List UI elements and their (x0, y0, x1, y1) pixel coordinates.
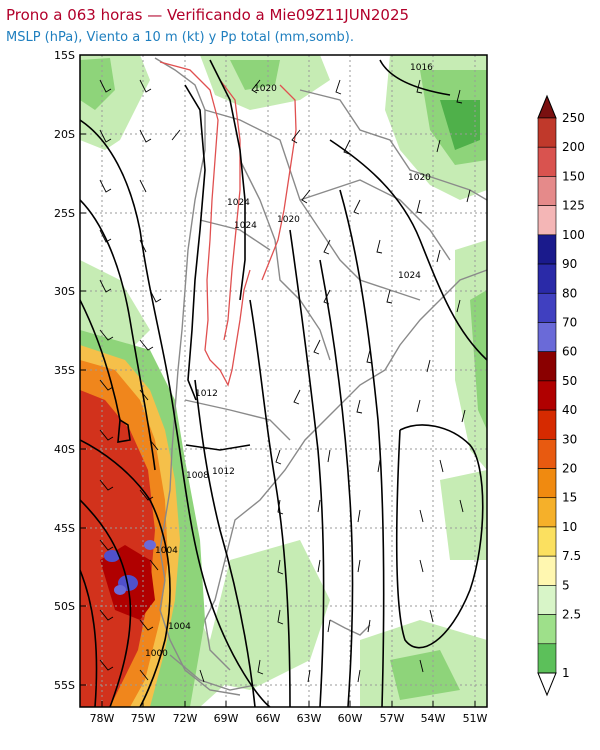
colorbar-swatch (537, 614, 557, 645)
colorbar-swatch (537, 205, 557, 236)
lat-label: 55S (54, 679, 75, 692)
colorbar-swatch (537, 351, 557, 382)
lat-label: 20S (54, 128, 75, 141)
topo-contours (159, 61, 297, 387)
map-subtitle: MSLP (hPa), Viento a 10 m (kt) y Pp tota… (6, 30, 354, 45)
lon-label: 60W (338, 712, 363, 725)
isobar-labels: 1016 1020 1020 1024 1024 1024 1020 1012 … (145, 63, 433, 659)
colorbar-swatch (537, 117, 557, 148)
colorbar-label: 250 (562, 111, 585, 125)
colorbar-label: 150 (562, 169, 585, 183)
colorbar-label: 100 (562, 228, 585, 242)
colorbar-label: 125 (562, 199, 585, 213)
isobar-label: 1012 (212, 467, 235, 477)
isobar-label: 1004 (155, 546, 178, 556)
lat-label: 40S (54, 443, 75, 456)
map-plot-area: 1016 1020 1020 1024 1024 1024 1020 1012 … (80, 55, 487, 707)
isobar-label: 1000 (145, 649, 168, 659)
colorbar-label: 15 (562, 491, 577, 505)
colorbar-swatch (537, 176, 557, 206)
colorbar-label: 90 (562, 257, 577, 271)
lon-label: 66W (256, 712, 281, 725)
isobar-label: 1024 (234, 221, 257, 231)
lon-label: 69W (214, 712, 239, 725)
colorbar-swatch (537, 234, 557, 265)
isobar-label: 1020 (277, 215, 300, 225)
colorbar-label: 7.5 (562, 549, 581, 563)
lat-axis: 15S 20S 25S 30S 35S 40S 45S 50S 55S (54, 49, 86, 692)
isobar-label: 1020 (254, 84, 277, 94)
colorbar-label: 50 (562, 374, 577, 388)
isobar-label: 1008 (186, 471, 209, 481)
lon-label: 57W (380, 712, 405, 725)
isobar-label: 1004 (168, 622, 191, 632)
isobar-label: 1024 (398, 271, 421, 281)
colorbar-swatch (537, 263, 557, 294)
lat-label: 45S (54, 522, 75, 535)
colorbar-label: 70 (562, 315, 577, 329)
colorbar-label: 80 (562, 286, 577, 300)
lon-label: 75W (131, 712, 156, 725)
lat-label: 30S (54, 285, 75, 298)
colorbar: 250 200 150 125 100 90 80 70 60 50 40 30 20 15 10 7.5 5 2… (537, 94, 585, 697)
colorbar-label: 60 (562, 345, 577, 359)
colorbar-swatch (537, 322, 557, 352)
map-frame (79, 54, 488, 708)
lat-label: 35S (54, 364, 75, 377)
lon-label: 63W (297, 712, 322, 725)
isobars (80, 59, 487, 707)
lat-label: 25S (54, 207, 75, 220)
isobar-label: 1020 (408, 173, 431, 183)
lon-axis: 78W 75W 72W 69W 66W 63W 60W 57W 54W 51W (90, 701, 488, 725)
colorbar-label: 5 (562, 578, 570, 592)
lon-label: 78W (90, 712, 115, 725)
colorbar-label: 20 (562, 462, 577, 476)
wind-barbs (99, 79, 471, 683)
colorbar-swatch (537, 146, 557, 177)
lon-label: 54W (421, 712, 446, 725)
colorbar-label: 200 (562, 140, 585, 154)
colorbar-swatch (537, 526, 557, 557)
colorbar-top-arrow (537, 94, 557, 119)
isobar-label: 1016 (410, 63, 433, 73)
colorbar-bottom-arrow (537, 672, 557, 697)
colorbar-label: 30 (562, 432, 577, 446)
lon-label: 51W (463, 712, 488, 725)
colorbar-label: 1 (562, 666, 570, 680)
lat-label: 15S (54, 49, 75, 62)
colorbar-swatch (537, 468, 557, 499)
colorbar-swatch (537, 497, 557, 528)
isobar-label: 1024 (227, 198, 250, 208)
lon-label: 72W (173, 712, 198, 725)
colorbar-label: 10 (562, 520, 577, 534)
colorbar-swatch (537, 585, 557, 615)
colorbar-swatch (537, 439, 557, 469)
colorbar-swatch (537, 292, 557, 323)
lat-label: 50S (54, 600, 75, 613)
colorbar-label: 2.5 (562, 608, 581, 622)
isobar-label: 1012 (195, 389, 218, 399)
colorbar-swatch (537, 643, 557, 674)
map-title: Prono a 063 horas — Verificando a Mie09Z… (6, 6, 410, 24)
colorbar-swatch (537, 409, 557, 440)
colorbar-swatch (537, 380, 557, 411)
colorbar-label: 40 (562, 403, 577, 417)
colorbar-swatch (537, 555, 557, 586)
